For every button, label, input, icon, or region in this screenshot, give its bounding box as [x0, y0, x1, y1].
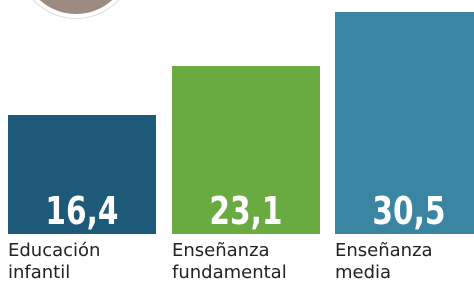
value-label: 30,5 — [351, 190, 466, 232]
value-label: 23,1 — [188, 190, 303, 232]
bar: 30,5 — [335, 12, 474, 234]
chart: 16,4 Educación infantil 23,1 Enseñanza fund… — [0, 0, 474, 286]
value-label: 16,4 — [24, 190, 139, 232]
bar: 16,4 — [8, 115, 156, 234]
category-label: Educación infantil — [8, 240, 133, 284]
category-label: Enseñanza media — [335, 240, 460, 284]
decorative-circle — [18, 0, 134, 18]
bar: 23,1 — [172, 66, 320, 234]
category-label: Enseñanza fundamental — [172, 240, 297, 284]
